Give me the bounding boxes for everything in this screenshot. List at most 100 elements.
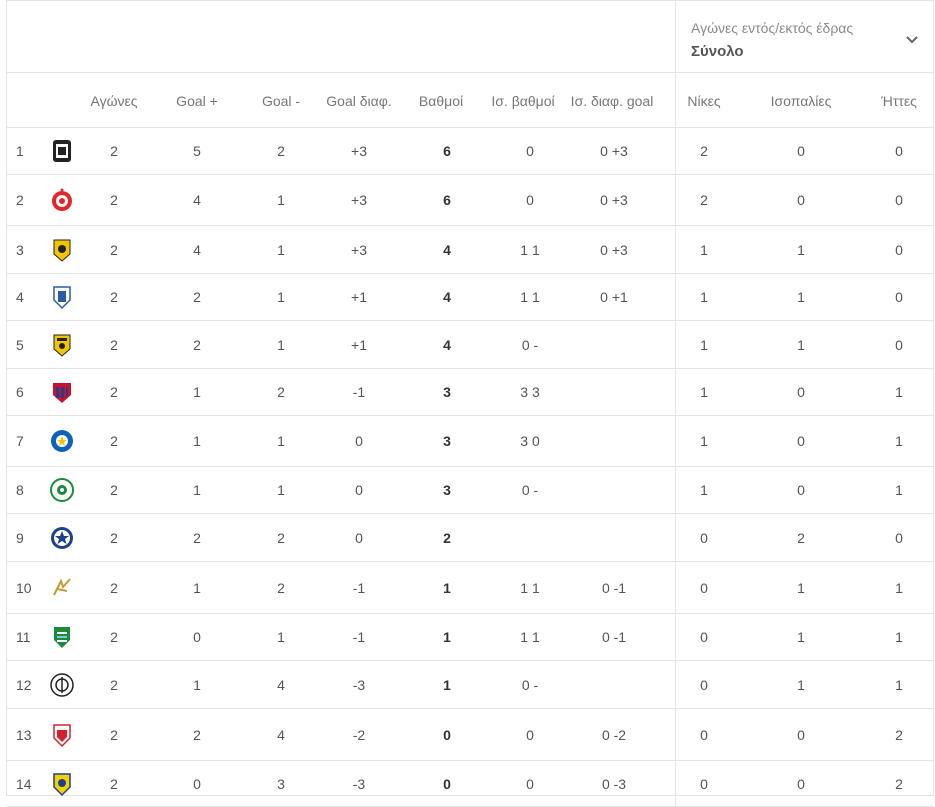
chevron-down-icon[interactable]	[905, 33, 919, 47]
col-header-goals-for[interactable]: Goal +	[176, 93, 218, 109]
table-row[interactable]: 13 2 2 4 -2 0 0 0 -2 0 0 2	[7, 709, 933, 761]
col-played: 2	[110, 289, 118, 305]
col-points: 0	[443, 775, 451, 792]
col-wins: 1	[700, 336, 708, 353]
table-row[interactable]: 7 2 1 1 0 3 3 0 1 0 1	[7, 416, 933, 467]
col-losses: 2	[895, 726, 903, 743]
col-wins: 0	[700, 676, 708, 693]
col-wins: 2	[700, 192, 708, 208]
col-goal-diff: +3	[351, 241, 367, 258]
col-goal-diff: -1	[352, 579, 366, 596]
col-goals-for: 4	[193, 192, 201, 208]
col-goals-for: 2	[193, 289, 201, 305]
col-header-losses[interactable]: Ήττες	[881, 93, 917, 109]
table-row[interactable]: 2 2 4 1 +3 6 0 0 +3 2 0 0	[7, 175, 933, 226]
col-points: 3	[443, 384, 451, 400]
col-points: 6	[443, 192, 451, 208]
col-tie-points: 3 3	[520, 384, 540, 400]
col-wins: 0	[700, 579, 708, 596]
col-tie-points: 0	[526, 192, 534, 208]
col-header-tie-points[interactable]: Ισ. βαθμοί	[491, 93, 555, 109]
table-row[interactable]: 12 2 1 4 -3 1 0 - 0 1 1	[7, 661, 933, 709]
col-draws: 0	[797, 384, 805, 400]
col-points: 4	[443, 241, 451, 258]
ofi-crete-crest[interactable]	[49, 672, 75, 698]
col-wins: 1	[700, 433, 708, 449]
col-played: 2	[110, 384, 118, 400]
volos-crest[interactable]	[49, 379, 75, 405]
col-played: 2	[110, 192, 118, 208]
table-row[interactable]: 1 2 5 2 +3 6 0 0 +3 2 0 0	[7, 128, 933, 175]
panionios-crest[interactable]	[49, 722, 75, 748]
aris-crest[interactable]	[49, 332, 75, 358]
col-losses: 0	[895, 143, 903, 159]
col-played: 2	[110, 775, 118, 792]
col-goals-against: 2	[277, 529, 285, 546]
col-header-played[interactable]: Αγώνες	[90, 93, 138, 109]
home-away-filter[interactable]: Αγώνες εντός/εκτός έδρας Σύνολο	[675, 1, 933, 72]
table-body: 1 2 5 2 +3 6 0 0 +3 2 0 0 2 2 4 1 +3 6 0 0 +3 2 0 0 3 2 4 1 +3 4 1 1…	[7, 128, 933, 807]
paok-crest[interactable]	[49, 138, 75, 164]
row-position: 12	[16, 676, 32, 693]
col-goals-against: 1	[277, 289, 285, 305]
col-draws: 1	[797, 676, 805, 693]
col-wins: 0	[700, 529, 708, 546]
col-draws: 0	[797, 143, 805, 159]
col-draws: 0	[797, 775, 805, 792]
row-position: 13	[16, 726, 32, 743]
col-tie-goal-diff: 0 -1	[601, 579, 627, 596]
table-row[interactable]: 6 2 1 2 -1 3 3 3 1 0 1	[7, 369, 933, 416]
row-position: 4	[16, 289, 24, 305]
atromitos-crest[interactable]	[49, 525, 75, 551]
col-tie-points: 0	[526, 143, 534, 159]
col-goal-diff: 0	[355, 433, 363, 449]
filter-selected-value[interactable]: Σύνολο	[691, 43, 744, 60]
col-points: 3	[443, 482, 451, 498]
table-row[interactable]: 8 2 1 1 0 3 0 - 1 0 1	[7, 467, 933, 514]
levadiakos-crest[interactable]	[49, 624, 75, 650]
col-header-wins[interactable]: Νίκες	[687, 93, 721, 109]
col-tie-points: 0	[526, 726, 534, 743]
col-points: 0	[443, 726, 451, 743]
panathinaikos-crest[interactable]	[49, 477, 75, 503]
col-goals-against: 4	[277, 676, 285, 693]
col-header-goal-diff[interactable]: Goal διαφ.	[326, 93, 392, 109]
col-header-tie-goal-diff[interactable]: Ισ. διαφ. goal	[570, 93, 654, 109]
col-wins: 0	[700, 629, 708, 645]
col-header-points[interactable]: Βαθμοί	[418, 93, 464, 109]
ofi-crest[interactable]	[49, 575, 75, 601]
col-goals-against: 4	[277, 726, 285, 743]
col-goals-for: 5	[193, 143, 201, 159]
aek-crest[interactable]	[49, 237, 75, 263]
col-draws: 0	[797, 192, 805, 208]
table-row[interactable]: 5 2 2 1 +1 4 0 - 1 1 0	[7, 321, 933, 369]
col-goals-against: 1	[277, 482, 285, 498]
panetolikos-crest[interactable]	[49, 771, 75, 797]
table-row[interactable]: 4 2 2 1 +1 4 1 1 0 +1 1 1 0	[7, 274, 933, 321]
col-wins: 1	[700, 384, 708, 400]
col-wins: 1	[700, 289, 708, 305]
col-goals-against: 2	[277, 579, 285, 596]
col-draws: 2	[797, 529, 805, 546]
col-goals-for: 1	[193, 482, 201, 498]
col-played: 2	[110, 726, 118, 743]
col-header-goals-against[interactable]: Goal -	[261, 93, 301, 109]
olympiacos-crest[interactable]	[49, 187, 75, 213]
asteras-crest[interactable]	[49, 428, 75, 454]
table-row[interactable]: 3 2 4 1 +3 4 1 1 0 +3 1 1 0	[7, 226, 933, 274]
table-row[interactable]: 9 2 2 2 0 2 0 2 0	[7, 514, 933, 562]
lamia-crest[interactable]	[49, 284, 75, 310]
col-points: 4	[443, 336, 451, 353]
col-played: 2	[110, 629, 118, 645]
col-header-draws[interactable]: Ισοπαλίες	[770, 93, 832, 109]
col-tie-points: 0	[526, 775, 534, 792]
col-losses: 0	[895, 289, 903, 305]
row-position: 6	[16, 384, 24, 400]
table-row[interactable]: 14 2 0 3 -3 0 0 0 -3 0 0 2	[7, 761, 933, 807]
col-played: 2	[110, 482, 118, 498]
table-row[interactable]: 10 2 1 2 -1 1 1 1 0 -1 0 1 1	[7, 562, 933, 614]
col-tie-goal-diff: 0 -3	[601, 775, 627, 792]
col-wins: 2	[700, 143, 708, 159]
table-header: Αγώνες Goal + Goal - Goal διαφ. Βαθμοί Ι…	[7, 73, 933, 128]
